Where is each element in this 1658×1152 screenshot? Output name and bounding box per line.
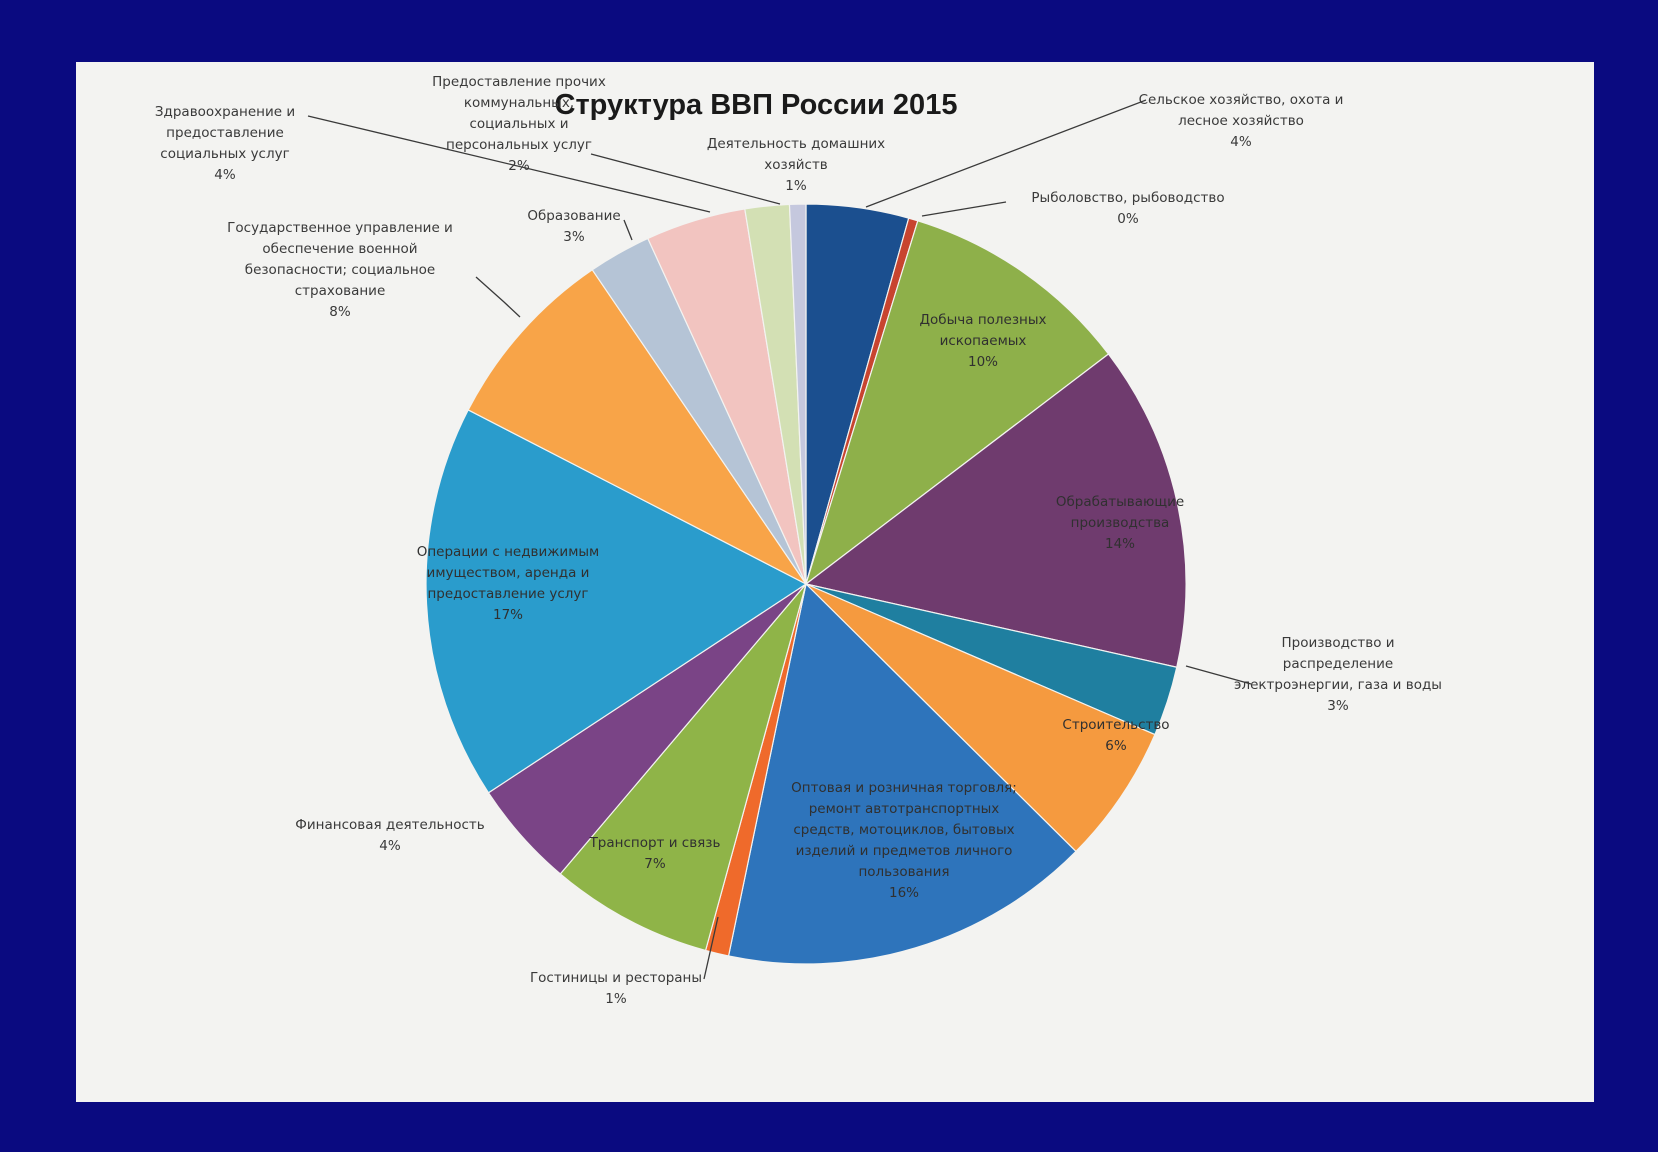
pie-slice-8: [559, 583, 807, 952]
chart-title: Структура ВВП России 2015: [555, 89, 958, 121]
leader-line-12: [623, 219, 633, 241]
slice-label-8: Транспорт и связь 7%: [589, 835, 721, 872]
slice-name-line-3-0: Обрабатывающие: [1056, 494, 1184, 510]
slice-name-line-2-1: ископаемых: [940, 333, 1027, 349]
slice-label-1: Рыболовство, рыбоводство 0%: [1031, 190, 1224, 227]
slice-name-line-4-0: Производство и: [1281, 635, 1394, 651]
slice-label-15: Деятельность домашних хозяйств 1%: [707, 136, 885, 194]
leader-line-4: [1185, 665, 1252, 685]
slice-pct-label-12: 3%: [563, 229, 585, 245]
slice-name-line-6-3: изделий и предметов личного: [796, 843, 1013, 859]
slice-label-12: Образование 3%: [527, 208, 620, 245]
slice-name-line-8-0: Транспорт и связь: [589, 835, 721, 851]
slice-label-7: Гостиницы и рестораны 1%: [530, 970, 702, 1007]
slice-name-line-6-1: ремонт автотранспортных: [809, 801, 1000, 817]
slice-pct-label-4: 3%: [1327, 698, 1349, 714]
leader-line-11: [475, 276, 521, 318]
slice-pct-label-7: 1%: [605, 991, 627, 1007]
leader-line-7: [703, 916, 719, 980]
slice-label-0: Сельское хозяйство, охота и лесное хозяйс…: [1139, 92, 1344, 150]
slice-name-line-11-2: безопасности; социальное: [245, 262, 435, 278]
slice-pct-label-13: 4%: [214, 167, 236, 183]
slice-name-line-12-0: Образование: [527, 208, 620, 224]
pie-slice-3: [804, 353, 1187, 668]
slice-name-line-15-0: Деятельность домашних: [707, 136, 885, 152]
slice-label-10: Операции с недвижимым имуществом, аренда …: [417, 544, 600, 623]
leader-line-0: [865, 99, 1147, 208]
slice-name-line-6-2: средств, мотоциклов, бытовых: [793, 822, 1014, 838]
slice-name-line-14-3: персональных услуг: [446, 137, 592, 153]
slice-name-line-10-0: Операции с недвижимым: [417, 544, 600, 560]
slice-pct-label-3: 14%: [1105, 536, 1135, 552]
pie-slice-15: [788, 203, 807, 585]
slice-pct-label-0: 4%: [1230, 134, 1252, 150]
slice-pct-label-14: 2%: [508, 158, 530, 174]
chart-paper: Структура ВВП России 2015 Сельское хозяй…: [76, 62, 1594, 1102]
slice-label-9: Финансовая деятельность 4%: [295, 817, 485, 854]
slice-name-line-14-2: социальных и: [469, 116, 568, 132]
slice-name-line-15-1: хозяйств: [764, 157, 828, 173]
slice-name-line-4-2: электроэнергии, газа и воды: [1234, 677, 1442, 693]
slice-name-line-10-1: имуществом, аренда и: [427, 565, 590, 581]
slice-name-line-9-0: Финансовая деятельность: [295, 817, 485, 833]
slice-pct-label-8: 7%: [644, 856, 666, 872]
slice-pct-label-10: 17%: [493, 607, 523, 623]
slice-pct-label-5: 6%: [1105, 738, 1127, 754]
slice-pct-label-1: 0%: [1117, 211, 1139, 227]
slice-name-line-10-2: предоставление услуг: [427, 586, 588, 602]
leader-line-1: [921, 201, 1007, 217]
leader-lines: [307, 99, 1252, 980]
slice-name-line-0-1: лесное хозяйство: [1178, 113, 1304, 129]
slice-name-line-14-0: Предоставление прочих: [432, 74, 606, 90]
slice-label-2: Добыча полезных ископаемых 10%: [919, 312, 1046, 370]
slice-label-3: Обрабатывающие производства 14%: [1056, 494, 1184, 552]
slice-name-line-13-2: социальных услуг: [160, 146, 289, 162]
pie-slice-2: [804, 220, 1110, 586]
slice-pct-label-2: 10%: [968, 354, 998, 370]
slice-pct-label-9: 4%: [379, 838, 401, 854]
slice-name-line-6-0: Оптовая и розничная торговля;: [791, 780, 1017, 796]
slice-name-line-4-1: распределение: [1283, 656, 1393, 672]
slice-name-line-13-1: предоставление: [166, 125, 284, 141]
slice-name-line-13-0: Здравоохранение и: [155, 104, 295, 120]
slice-pct-label-15: 1%: [785, 178, 807, 194]
slice-name-line-7-0: Гостиницы и рестораны: [530, 970, 702, 986]
slice-name-line-11-0: Государственное управление и: [227, 220, 453, 236]
pie-chart: Структура ВВП России 2015 Сельское хозяй…: [155, 74, 1442, 1007]
slice-label-11: Государственное управление и обеспечение …: [227, 220, 453, 320]
slice-name-line-11-3: страхование: [295, 283, 386, 299]
pie-slice-6: [727, 582, 1077, 965]
leader-line-13: [307, 115, 711, 213]
slice-name-line-1-0: Рыболовство, рыбоводство: [1031, 190, 1224, 206]
slice-label-6: Оптовая и розничная торговля; ремонт авто…: [791, 780, 1017, 901]
slice-label-14: Предоставление прочих коммунальных, социал…: [432, 74, 606, 174]
slice-name-line-6-4: пользования: [858, 864, 949, 880]
slice-name-line-14-1: коммунальных,: [464, 95, 574, 111]
slice-name-line-2-0: Добыча полезных: [919, 312, 1046, 328]
slice-label-5: Строительство 6%: [1062, 717, 1169, 754]
slice-name-line-3-1: производства: [1071, 515, 1170, 531]
slice-name-line-0-0: Сельское хозяйство, охота и: [1139, 92, 1344, 108]
slice-label-13: Здравоохранение и предоставление социальны…: [155, 104, 295, 183]
pie-slices: [425, 203, 1187, 965]
slice-name-line-11-1: обеспечение военной: [262, 241, 417, 257]
slice-pct-label-6: 16%: [889, 885, 919, 901]
pie-slice-10: [425, 409, 808, 794]
slice-pct-label-11: 8%: [329, 304, 351, 320]
slice-labels: Сельское хозяйство, охота и лесное хозяйс…: [155, 74, 1442, 1007]
pie-slice-11: [467, 268, 807, 585]
pie-slice-5: [805, 583, 1156, 853]
slice-name-line-5-0: Строительство: [1062, 717, 1169, 733]
leader-line-14: [590, 153, 781, 205]
slice-label-4: Производство и распределение электроэнерги…: [1234, 635, 1442, 714]
